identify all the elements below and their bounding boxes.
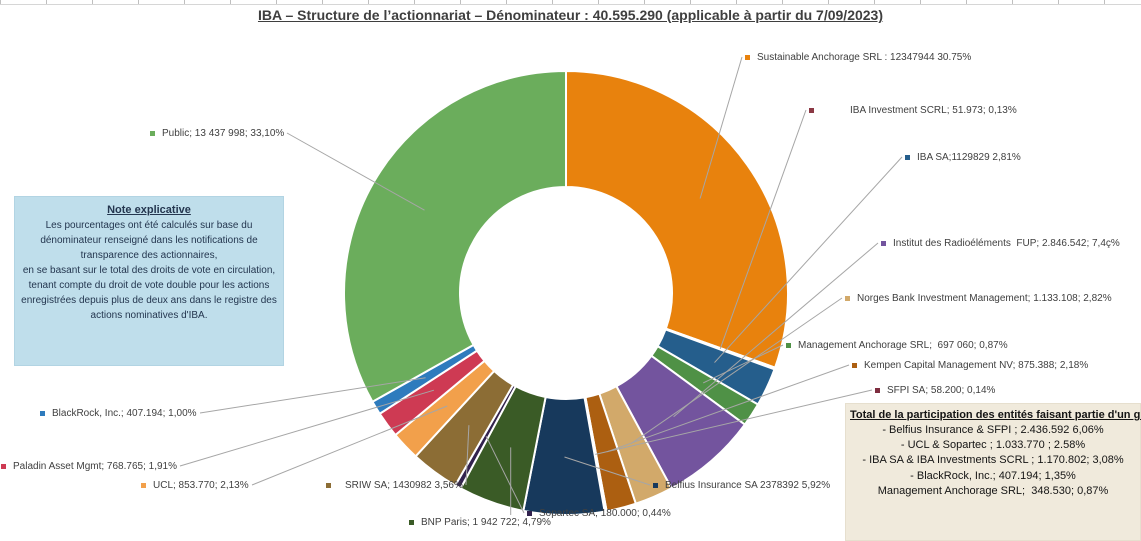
leader-line: [719, 109, 807, 349]
leader-line: [673, 242, 879, 418]
series-marker-icon: [852, 362, 857, 368]
chart-label-text: Sustainable Anchorage SRL : 12347944 30.…: [757, 51, 972, 63]
page-title: IBA – Structure de l’actionnariat – Déno…: [257, 7, 884, 23]
chart-label-text: BlackRock, Inc.; 407.194; 1,00%: [52, 407, 197, 419]
chart-label-norges: Norges Bank Investment Management; 1.133…: [845, 292, 1112, 304]
group-totals-line: Management Anchorage SRL; 348.530; 0,87%: [877, 484, 1109, 497]
chart-label-text: UCL; 853.770; 2,13%: [153, 479, 249, 491]
group-totals-line: - BlackRock, Inc.; 407.194; 1,35%: [910, 469, 1076, 482]
chart-label-bnp: BNP Paris; 1 942 722; 4,79%: [409, 516, 551, 528]
series-marker-icon: [653, 482, 658, 488]
segment-sustainable: [565, 70, 789, 369]
chart-label-text: Public; 13 437 998; 33,10%: [162, 127, 285, 139]
leader-line: [564, 456, 651, 486]
chart-label-text: BNP Paris; 1 942 722; 4,79%: [421, 516, 551, 528]
series-marker-icon: [845, 295, 850, 301]
series-marker-icon: [527, 510, 532, 516]
group-totals-line: - IBA SA & IBA Investments SCRL ; 1.170.…: [862, 454, 1124, 467]
series-marker-icon: [881, 240, 886, 246]
chart-label-kempen: Kempen Capital Management NV; 875.388; 2…: [852, 359, 1088, 371]
note-body: Les pourcentages ont été calculés sur ba…: [21, 220, 277, 321]
chart-label-sopartec: Sopartec SA; 180.000; 0,44%: [527, 507, 671, 519]
chart-label-sriw: SRIW SA; 1430982 3,56%: [326, 479, 463, 491]
spreadsheet-gridline-strip: [0, 0, 1141, 5]
series-marker-icon: [875, 387, 880, 393]
chart-label-iba_investment: IBA Investment SCRL; 51.973; 0,13%: [809, 104, 1017, 116]
chart-label-paladin: Paladin Asset Mgmt; 768.765; 1,91%: [1, 460, 177, 472]
chart-label-blackrock: BlackRock, Inc.; 407.194; 1,00%: [40, 407, 197, 419]
chart-label-text: Institut des Radioéléments FUP; 2.846.54…: [893, 237, 1120, 249]
leader-line: [702, 344, 784, 384]
chart-label-belfius: Belfius Insurance SA 2378392 5,92%: [653, 479, 830, 491]
group-totals-box: Total de la participation des entités fa…: [845, 403, 1141, 541]
chart-label-text: Belfius Insurance SA 2378392 5,92%: [665, 479, 831, 491]
leader-line: [286, 132, 425, 211]
series-marker-icon: [1, 463, 6, 469]
leader-line: [606, 364, 850, 453]
note-box: Note explicative Les pourcentages ont ét…: [14, 196, 284, 366]
series-marker-icon: [745, 54, 750, 60]
chart-label-text: Management Anchorage SRL; 697 060; 0,87%: [798, 339, 1008, 351]
chart-label-ucl: UCL; 853.770; 2,13%: [141, 479, 249, 491]
leader-line: [465, 425, 470, 486]
leader-line: [179, 389, 435, 467]
chart-label-text: Norges Bank Investment Management; 1.133…: [857, 292, 1112, 304]
series-marker-icon: [786, 342, 791, 348]
segment-public: [343, 70, 567, 403]
group-totals-title: Total de la participation des entités fa…: [850, 409, 1141, 421]
chart-label-text: Sopartec SA; 180.000; 0,44%: [539, 507, 671, 519]
series-marker-icon: [905, 154, 910, 160]
series-marker-icon: [409, 519, 414, 525]
chart-label-text: SFPI SA; 58.200; 0,14%: [887, 384, 996, 396]
series-marker-icon: [326, 482, 331, 488]
leader-line: [595, 389, 873, 455]
chart-label-text: SRIW SA; 1430982 3,56%: [345, 479, 463, 491]
series-marker-icon: [150, 130, 155, 136]
note-title: Note explicative: [107, 204, 191, 216]
group-totals-line: - UCL & Sopartec ; 1.033.770 ; 2.58%: [900, 439, 1086, 452]
chart-label-text: IBA SA;1129829 2,81%: [917, 151, 1021, 163]
leader-line: [630, 297, 843, 445]
series-marker-icon: [40, 410, 45, 416]
chart-label-text: Kempen Capital Management NV; 875.388; 2…: [864, 359, 1089, 371]
chart-label-text: IBA Investment SCRL; 51.973; 0,13%: [850, 104, 1017, 116]
series-marker-icon: [809, 107, 814, 113]
leader-line: [199, 377, 426, 414]
chart-label-sfpi: SFPI SA; 58.200; 0,14%: [875, 384, 995, 396]
chart-label-public: Public; 13 437 998; 33,10%: [150, 127, 284, 139]
chart-label-institut: Institut des Radioéléments FUP; 2.846.54…: [881, 237, 1120, 249]
chart-label-sustainable: Sustainable Anchorage SRL : 12347944 30.…: [745, 51, 971, 63]
chart-label-text: Paladin Asset Mgmt; 768.765; 1,91%: [13, 460, 177, 472]
chart-label-iba_sa: IBA SA;1129829 2,81%: [905, 151, 1021, 163]
series-marker-icon: [141, 482, 146, 488]
leader-line: [251, 405, 448, 486]
group-totals-line: - Belfius Insurance & SFPI ; 2.436.592 6…: [882, 424, 1104, 436]
leader-line: [699, 56, 743, 199]
chart-label-mgmt_anchorage: Management Anchorage SRL; 697 060; 0,87%: [786, 339, 1008, 351]
leader-line: [714, 156, 903, 363]
leader-line: [485, 435, 525, 514]
